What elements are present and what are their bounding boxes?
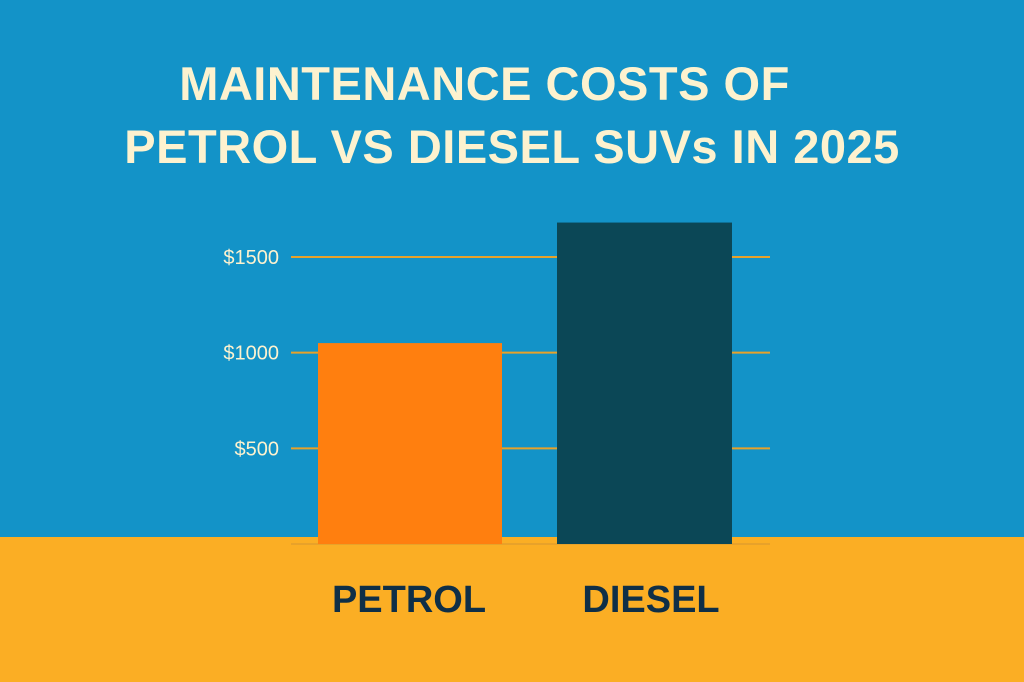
category-label-petrol: PETROL [332, 579, 486, 621]
y-tick-label: $1000 [223, 343, 279, 365]
chart-title: MAINTENANCE COSTS OF PETROL VS DIESEL SU… [0, 52, 1024, 178]
chart-title-line-1: MAINTENANCE COSTS OF [179, 57, 790, 110]
y-tick-label: $1500 [223, 247, 279, 269]
ground-band [0, 537, 1024, 682]
y-tick-label: $500 [235, 438, 280, 460]
bar-petrol [318, 343, 502, 544]
y-axis-ticks: $500 $1000 $1500 [223, 247, 279, 460]
chart-title-line-2: PETROL VS DIESEL SUVs IN 2025 [124, 120, 900, 173]
bars [318, 222, 732, 544]
bar-diesel [557, 222, 732, 544]
x-axis-categories: PETROL DIESEL [332, 579, 720, 621]
category-label-diesel: DIESEL [582, 579, 719, 621]
